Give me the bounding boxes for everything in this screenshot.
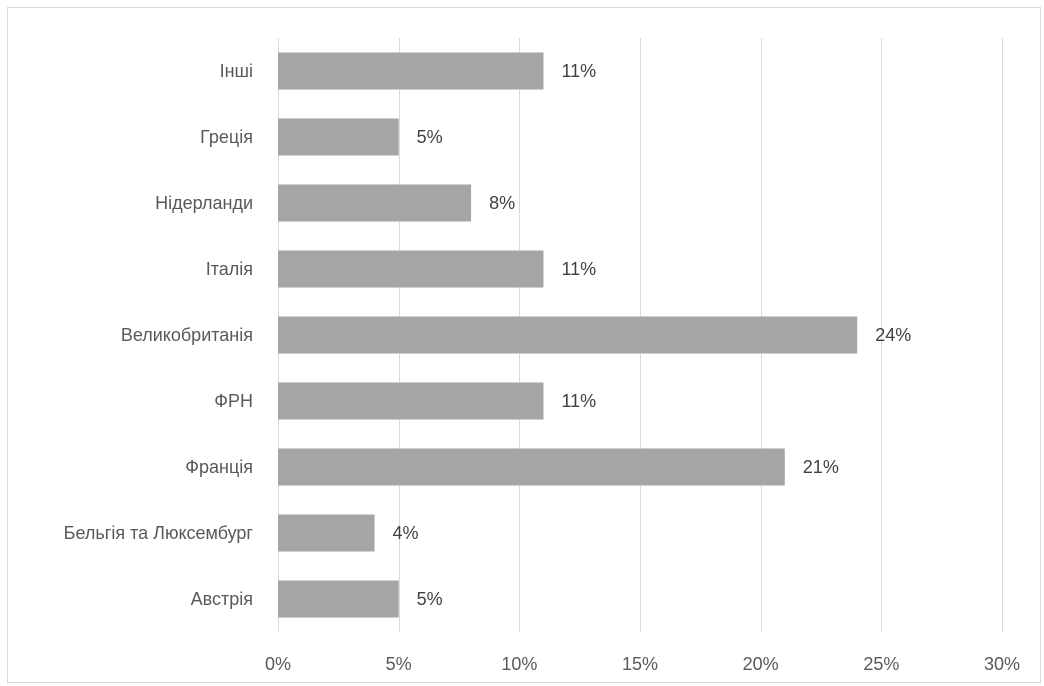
category-label: Франція <box>185 457 253 477</box>
x-tick-label: 15% <box>622 654 658 674</box>
data-label: 11% <box>561 259 596 279</box>
bar <box>278 118 399 156</box>
bars <box>278 52 858 618</box>
data-label: 5% <box>417 127 443 147</box>
category-label: Греція <box>200 127 253 147</box>
x-tick-label: 30% <box>984 654 1020 674</box>
category-labels: Інші Греція Нідерланди Італія Великобританія… <box>64 61 254 609</box>
data-label: 5% <box>417 589 443 609</box>
data-label: 24% <box>875 325 911 345</box>
category-label: Бельгія та Люксембург <box>64 523 254 543</box>
category-label: Австрія <box>191 589 253 609</box>
x-tick-label: 10% <box>501 654 537 674</box>
bar <box>278 514 375 552</box>
data-label: 11% <box>561 61 596 81</box>
bar <box>278 382 544 420</box>
category-label: Великобританія <box>121 325 253 345</box>
data-labels: 11% 5% 8% 11% 24% 11% 21% 4% 5% <box>393 61 912 609</box>
data-label: 4% <box>393 523 419 543</box>
bar <box>278 52 544 90</box>
bar <box>278 448 785 486</box>
x-tick-label: 0% <box>265 654 291 674</box>
x-tick-label: 20% <box>743 654 779 674</box>
bar <box>278 184 472 222</box>
x-tick-label: 5% <box>386 654 412 674</box>
x-tick-label: 25% <box>863 654 899 674</box>
data-label: 11% <box>561 391 596 411</box>
bar <box>278 316 858 354</box>
category-label: ФРН <box>214 391 253 411</box>
x-axis-tick-labels: 0% 5% 10% 15% 20% 25% 30% <box>265 654 1020 674</box>
category-label: Інші <box>220 61 253 81</box>
data-label: 8% <box>489 193 515 213</box>
bar <box>278 580 399 618</box>
category-label: Нідерланди <box>155 193 253 213</box>
bar <box>278 250 544 288</box>
data-label: 21% <box>803 457 839 477</box>
category-label: Італія <box>206 259 253 279</box>
